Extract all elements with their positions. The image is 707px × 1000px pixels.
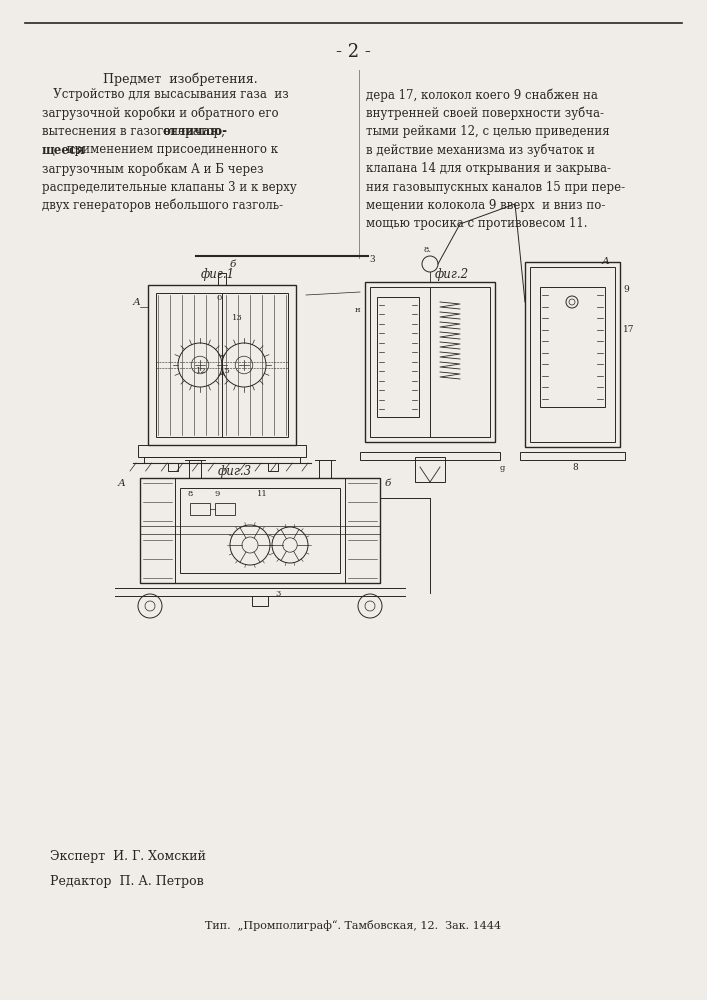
Text: 8.: 8. <box>424 246 432 254</box>
Bar <box>319 460 331 478</box>
Text: А: А <box>118 479 126 488</box>
Text: 11: 11 <box>257 490 268 498</box>
Text: 17: 17 <box>623 325 634 334</box>
Text: - 2 -: - 2 - <box>336 43 370 61</box>
Text: А: А <box>602 257 610 266</box>
Bar <box>140 478 380 583</box>
Text: б: б <box>385 479 392 488</box>
Text: Предмет  изобретения.: Предмет изобретения. <box>103 72 257 86</box>
Text: ния газовыпускных каналов 15 при пере-: ния газовыпускных каналов 15 при пере- <box>366 180 625 194</box>
Text: А: А <box>133 298 141 307</box>
Bar <box>189 460 201 478</box>
Bar <box>156 293 288 437</box>
Text: 0: 0 <box>217 294 222 302</box>
Text: 3: 3 <box>275 590 281 598</box>
Bar <box>144 457 300 463</box>
Text: вытеснения в газогенератор,: вытеснения в газогенератор, <box>42 125 228 138</box>
Text: 13: 13 <box>232 314 243 322</box>
Bar <box>138 445 306 457</box>
Bar <box>218 273 226 285</box>
Text: фиг.1: фиг.1 <box>201 268 235 281</box>
Bar <box>525 262 620 447</box>
Text: мещении колокола 9 вверх  и вниз по-: мещении колокола 9 вверх и вниз по- <box>366 199 605 212</box>
Text: клапана 14 для открывания и закрыва-: клапана 14 для открывания и закрыва- <box>366 162 611 175</box>
Text: Эксперт  И. Г. Хомский: Эксперт И. Г. Хомский <box>50 850 206 863</box>
Bar <box>377 297 419 417</box>
Text: загрузочной коробки и обратного его: загрузочной коробки и обратного его <box>42 106 279 120</box>
Text: Редактор  П. А. Петров: Редактор П. А. Петров <box>50 875 204 888</box>
Text: б: б <box>230 260 236 269</box>
Bar <box>365 282 495 442</box>
Text: фиг.3: фиг.3 <box>218 465 252 478</box>
Text: g: g <box>500 464 506 472</box>
Text: распределительные клапаны 3 и к верху: распределительные клапаны 3 и к верху <box>42 180 297 194</box>
Bar <box>215 503 235 515</box>
Bar <box>345 478 380 583</box>
Text: тыми рейками 12, с целью приведения: тыми рейками 12, с целью приведения <box>366 125 609 138</box>
Text: 8: 8 <box>188 490 194 498</box>
Text: щееся: щееся <box>42 143 86 156</box>
Text: 9: 9 <box>623 285 629 294</box>
Bar <box>140 478 175 583</box>
Bar <box>252 596 268 606</box>
Text: 3: 3 <box>369 255 375 264</box>
Text: дера 17, колокол коего 9 снабжен на: дера 17, колокол коего 9 снабжен на <box>366 88 598 102</box>
Text: 8: 8 <box>572 463 578 472</box>
Bar <box>540 287 605 407</box>
Text: применением присоединенного к: применением присоединенного к <box>64 143 279 156</box>
Text: отличаю-: отличаю- <box>163 125 228 138</box>
Bar <box>190 503 210 515</box>
Text: 9: 9 <box>215 490 221 498</box>
Text: Тип.  „Промполиграф“. Тамбовская, 12.  Зак. 1444: Тип. „Промполиграф“. Тамбовская, 12. Зак… <box>205 920 501 931</box>
Bar <box>370 287 490 437</box>
Text: н: н <box>355 306 361 314</box>
Text: загрузочным коробкам А и Б через: загрузочным коробкам А и Б через <box>42 162 264 176</box>
Bar <box>268 463 278 471</box>
Text: внутренней своей поверхности зубча-: внутренней своей поверхности зубча- <box>366 106 604 120</box>
Text: фиг.2: фиг.2 <box>435 268 469 281</box>
Bar <box>148 285 296 445</box>
Text: мощью тросика с противовесом 11.: мощью тросика с противовесом 11. <box>366 218 588 231</box>
Text: Устройство для высасывания газа  из: Устройство для высасывания газа из <box>42 88 288 101</box>
Bar <box>415 457 445 482</box>
Text: 12: 12 <box>196 367 206 375</box>
Bar <box>360 452 500 460</box>
Text: двух генераторов небольшого газголь-: двух генераторов небольшого газголь- <box>42 199 283 213</box>
Bar <box>168 463 178 471</box>
Text: в действие механизма из зубчаток и: в действие механизма из зубчаток и <box>366 143 595 157</box>
Bar <box>530 267 615 442</box>
Bar <box>180 488 340 573</box>
Bar <box>520 452 625 460</box>
Text: 15: 15 <box>220 367 230 375</box>
